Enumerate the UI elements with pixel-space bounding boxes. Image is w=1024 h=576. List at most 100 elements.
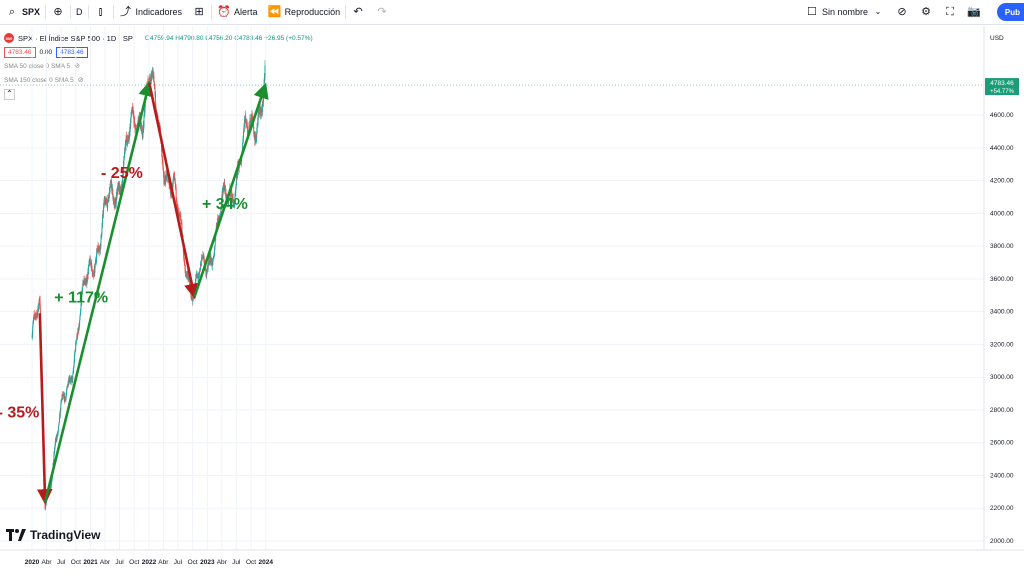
candle-body bbox=[243, 127, 245, 132]
templates-button[interactable]: ⊞ bbox=[187, 0, 211, 24]
candle-body bbox=[129, 129, 131, 136]
candle-body bbox=[140, 123, 142, 126]
layout-button[interactable]: ☐ Sin nombre ⌄ bbox=[800, 0, 890, 24]
candle-body bbox=[149, 78, 151, 81]
candle-body bbox=[84, 279, 86, 282]
undo-button[interactable]: ↶ bbox=[346, 0, 370, 24]
last-price-value: 4783.46 bbox=[990, 80, 1014, 87]
alarm-icon: ⏰ bbox=[217, 5, 231, 18]
candle-body bbox=[101, 227, 103, 234]
candle-body bbox=[135, 128, 137, 130]
candle-body bbox=[184, 268, 186, 270]
candle-body bbox=[170, 189, 172, 196]
candle-body bbox=[202, 255, 204, 258]
candle-body bbox=[117, 185, 119, 191]
alert-label: Alerta bbox=[234, 7, 258, 17]
candle-body bbox=[77, 330, 79, 332]
candle-body bbox=[108, 196, 110, 200]
alert-button[interactable]: ⏰ Alerta bbox=[212, 0, 263, 24]
candle-body bbox=[203, 260, 205, 267]
legend-indicator-2[interactable]: SMA 150 close 0 SMA 5 ⊘ bbox=[4, 73, 313, 87]
sell-price-box[interactable]: 4783.46 bbox=[4, 46, 36, 58]
indicators-icon: ⤴ bbox=[120, 5, 132, 18]
candle-body bbox=[260, 112, 262, 116]
candle-body bbox=[240, 163, 242, 165]
tradingview-logo[interactable]: TradingView bbox=[6, 528, 100, 542]
legend-collapse[interactable]: ⌃ bbox=[4, 87, 313, 101]
candle-body bbox=[251, 115, 253, 118]
hidden-eye-icon[interactable]: ⊘ bbox=[77, 77, 84, 84]
candle-body bbox=[264, 65, 266, 75]
price-tick: 3400.00 bbox=[990, 309, 1014, 316]
candle-body bbox=[103, 206, 105, 214]
replay-button[interactable]: ⏪ Reproducción bbox=[263, 0, 346, 24]
candle-body bbox=[216, 219, 218, 225]
fullscreen-button[interactable]: ⛶ bbox=[938, 0, 962, 24]
indicators-button[interactable]: ⤴ Indicadores bbox=[114, 0, 188, 24]
publish-button[interactable]: Pub bbox=[996, 3, 1024, 21]
candle-body bbox=[205, 273, 207, 276]
buy-price-box[interactable]: 4783.46 bbox=[56, 46, 88, 58]
symbol-search[interactable]: ⌕ SPX bbox=[0, 0, 45, 24]
time-tick: Oct bbox=[246, 559, 256, 566]
tradingview-logo-text: TradingView bbox=[30, 528, 101, 542]
plus-circle-icon: ⊕ bbox=[53, 5, 63, 18]
time-tick: Oct bbox=[188, 559, 198, 566]
time-tick: 2022 bbox=[142, 559, 157, 566]
candle-body bbox=[125, 145, 127, 146]
candle-body bbox=[79, 320, 81, 325]
candle-body bbox=[77, 332, 79, 337]
candle-body bbox=[185, 273, 187, 275]
last-price-tag bbox=[985, 78, 1019, 96]
collapse-icon: ⌃ bbox=[4, 88, 15, 100]
quick-search-button[interactable]: ⊘ bbox=[890, 0, 914, 24]
candle-body bbox=[222, 187, 224, 193]
time-tick: Abr bbox=[100, 559, 111, 566]
price-axis: USD 4600.00 4400.00 4200.00 4000.00 3800.00 36… bbox=[0, 26, 1024, 550]
candle-body bbox=[207, 262, 209, 264]
candle-body bbox=[31, 333, 33, 338]
candle-body bbox=[163, 170, 165, 179]
indicator-2-label: SMA 150 close 0 SMA 5 bbox=[4, 76, 74, 84]
candle-body bbox=[91, 263, 93, 266]
chart-type-button[interactable]: ⫾ bbox=[89, 0, 113, 24]
candle-body bbox=[88, 264, 90, 269]
candle-body bbox=[212, 258, 214, 262]
candle-body bbox=[107, 199, 109, 201]
compare-button[interactable]: ⊕ bbox=[46, 0, 70, 24]
legend-ohlc: O4759.94 H4790.80 L4756.20 C4783.46 +26.… bbox=[144, 34, 313, 42]
time-tick: 2023 bbox=[200, 559, 215, 566]
settings-button[interactable]: ⚙ bbox=[914, 0, 938, 24]
candle-body bbox=[102, 217, 104, 225]
candle-body bbox=[178, 212, 180, 215]
candle-body bbox=[221, 199, 223, 208]
interval-button[interactable]: D bbox=[71, 0, 88, 24]
candle-body bbox=[130, 119, 132, 127]
candle-body bbox=[82, 283, 84, 288]
candle-body bbox=[214, 250, 216, 251]
redo-button[interactable]: ↷ bbox=[370, 0, 394, 24]
candle-body bbox=[90, 261, 92, 265]
candle-body bbox=[253, 127, 255, 135]
candle-body bbox=[261, 105, 263, 112]
candle-body bbox=[123, 158, 125, 161]
legend-indicator-1[interactable]: SMA 50 close 0 SMA 5 ⊘ bbox=[4, 59, 313, 73]
candle-body bbox=[227, 201, 229, 203]
candle-body bbox=[73, 366, 75, 369]
candle-body bbox=[219, 216, 221, 219]
price-chart[interactable]: USD 4600.00 4400.00 4200.00 4000.00 3800.00 36… bbox=[0, 26, 1024, 576]
candle-body bbox=[33, 313, 35, 316]
candle-body bbox=[180, 220, 182, 224]
candle-body bbox=[97, 245, 99, 249]
candle-body bbox=[155, 103, 157, 107]
candle-body bbox=[210, 257, 212, 262]
candle-body bbox=[65, 396, 67, 400]
candle-body bbox=[152, 69, 154, 78]
candle-body bbox=[208, 261, 210, 262]
search-icon: ⌕ bbox=[8, 5, 16, 18]
snapshot-button[interactable]: 📷 bbox=[962, 0, 986, 24]
green-arrow-rally-2020-2021 bbox=[43, 80, 154, 503]
candle-body bbox=[154, 83, 156, 90]
hidden-eye-icon[interactable]: ⊘ bbox=[74, 63, 80, 70]
candle-body bbox=[79, 314, 81, 317]
